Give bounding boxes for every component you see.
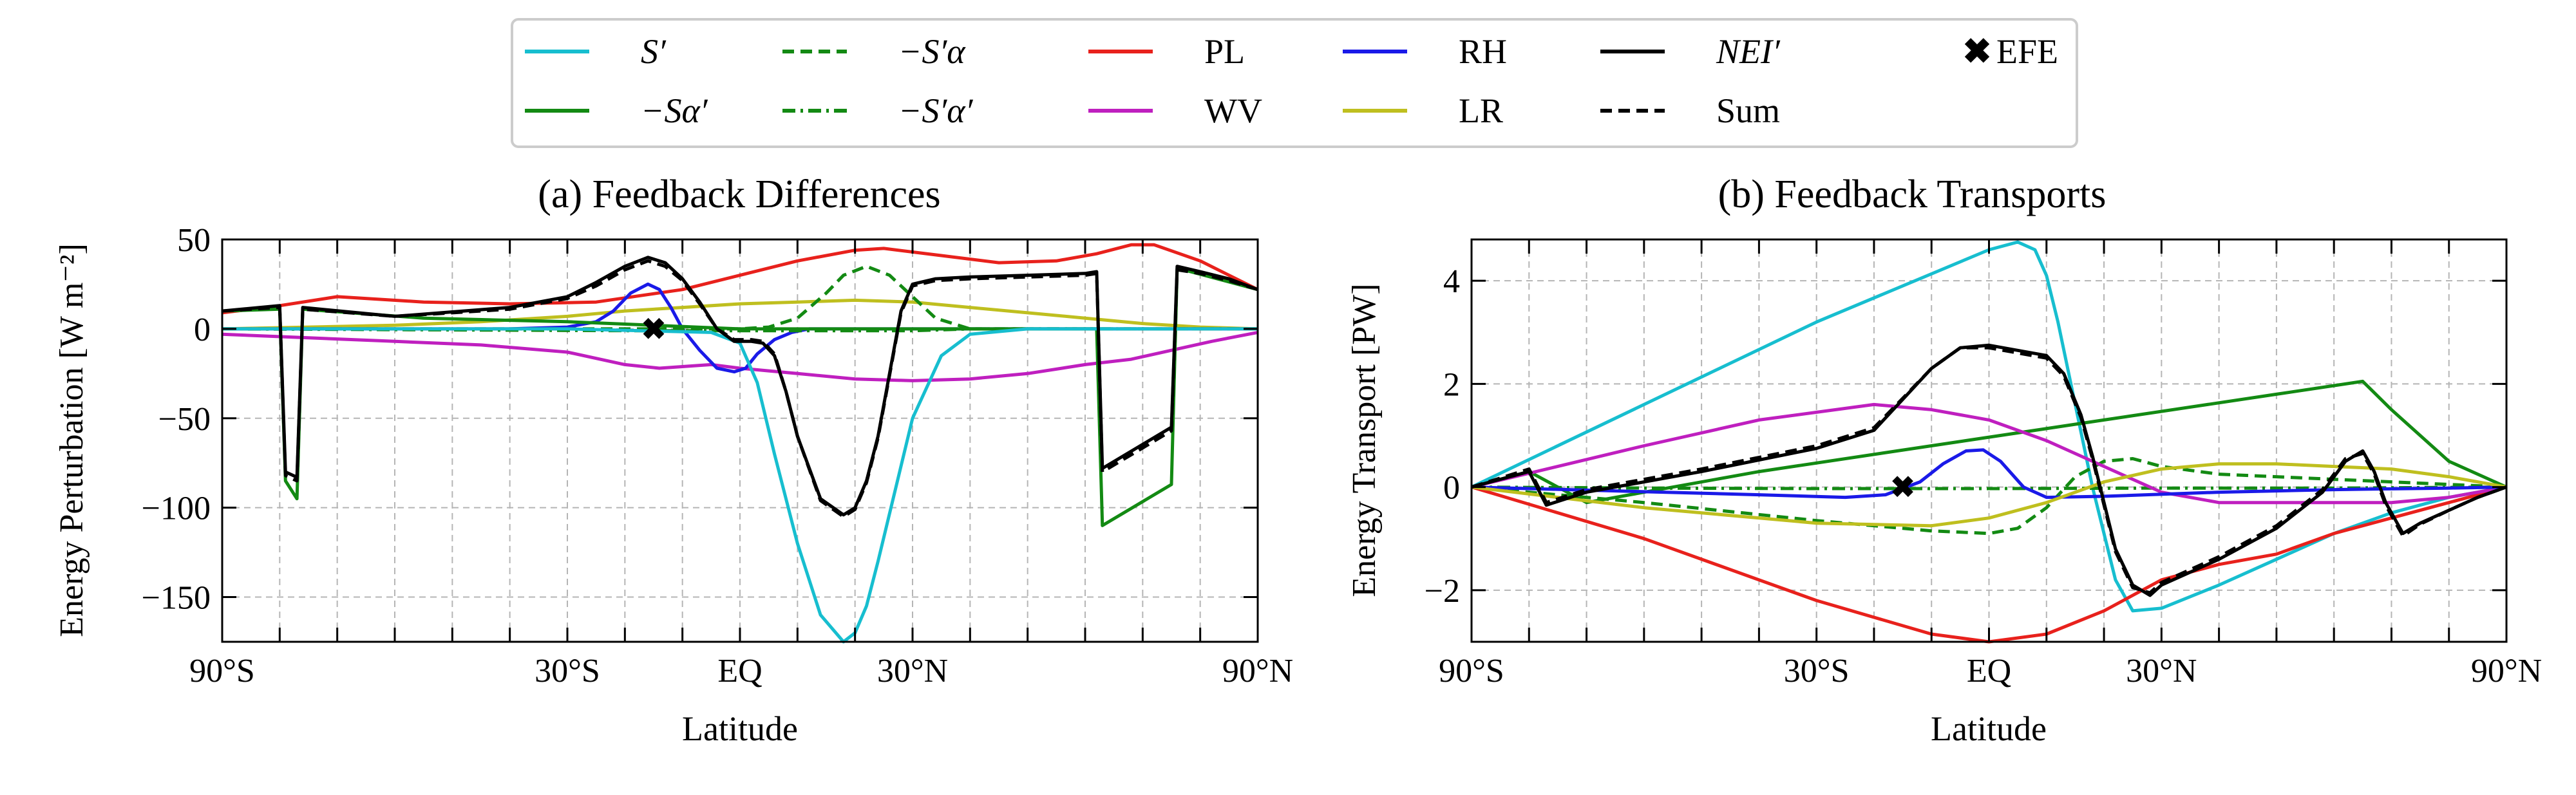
panel-a-xlabel: Latitude [682, 709, 798, 748]
y-tick-label: −100 [142, 491, 211, 527]
legend-label: EFE [1996, 32, 2058, 71]
x-tick-label: 30°S [1784, 653, 1850, 689]
panel-b-ticks: 90°S 30°S EQ 30°N 90°N 4 2 0 −2 [1425, 239, 2542, 689]
y-tick-label: 50 [177, 222, 211, 259]
panel-b-frame [1470, 238, 2508, 643]
panel-a-series-lr [222, 298, 1258, 331]
panel-a-series-minus-s-alpha-prime [222, 266, 1258, 527]
y-tick-label: −150 [142, 580, 211, 617]
panel-b-ylabel: Energy Transport [PW] [1346, 283, 1383, 597]
panel-a-frame [221, 238, 1259, 643]
legend-label: WV [1204, 91, 1262, 130]
panel-b: (b) Feedback Transports ✖ 90°S 30°S EQ 30°N… [1346, 173, 2542, 748]
y-tick-label: 0 [194, 312, 211, 348]
legend-label: PL [1204, 32, 1245, 71]
x-tick-label: 90°N [2471, 653, 2542, 689]
panel-b-efe-marker: ✖ [1890, 471, 1915, 504]
legend-entry-rh: RH [1343, 32, 1507, 71]
legend-entry-wv: WV [1088, 91, 1262, 130]
y-tick-label: 2 [1443, 366, 1460, 403]
legend-label: LR [1459, 91, 1503, 130]
panel-a: (a) Feedback Differences ✖ 90°S 30°S EQ 30°… [53, 173, 1293, 748]
panel-b-series-minus-s-alpha-prime [1471, 379, 2508, 505]
legend-label: NEI′ [1716, 32, 1781, 71]
efe-marker-icon: ✖ [1962, 32, 1991, 71]
legend-entry-nei-prime: NEI′ [1600, 32, 1781, 71]
panel-b-series-rh [1471, 448, 2507, 500]
x-tick-label: 30°N [877, 653, 948, 689]
legend-entry-sum: Sum [1600, 91, 1780, 130]
legend-entry-minus-sprime-alphaprime: −S′α′ [782, 91, 974, 130]
y-tick-label: −2 [1425, 573, 1460, 610]
legend-label: RH [1459, 32, 1507, 71]
legend-entry-minus-sprime-alpha: −S′α [782, 32, 966, 71]
panel-a-series-sum [222, 259, 1258, 519]
panel-a-series-minus-sprime-alpha [222, 265, 1258, 331]
legend-entry-lr: LR [1343, 91, 1503, 130]
panel-b-grid [1472, 239, 2506, 642]
panel-a-title: (a) Feedback Differences [538, 173, 940, 216]
panel-b-title: (b) Feedback Transports [1718, 173, 2107, 216]
panel-b-series-pl [1471, 485, 2507, 644]
x-tick-label: EQ [717, 653, 762, 689]
legend: S′ −Sα′ −S′α −S′α′ PL WV RH LR NEI′ Sum ✖ EFE [511, 18, 2078, 148]
legend-label: −S′α [898, 32, 966, 71]
x-tick-label: 90°S [189, 653, 255, 689]
legend-entry-s-prime: S′ [525, 32, 667, 71]
panel-a-efe-marker: ✖ [641, 313, 667, 346]
legend-entry-efe: ✖ EFE [1962, 32, 2058, 71]
panel-b-xlabel: Latitude [1931, 709, 2047, 748]
x-tick-label: 30°N [2126, 653, 2197, 689]
panel-b-lines: ✖ [1470, 240, 2508, 644]
legend-label: −Sα′ [641, 91, 708, 130]
panel-a-series-wv [222, 330, 1258, 382]
panel-b-series-wv [1471, 402, 2507, 505]
panel-a-ticks: 90°S 30°S EQ 30°N 90°N 50 0 −50 −100 −150 [142, 222, 1294, 689]
panel-b-series-sum [1471, 346, 2507, 595]
x-tick-label: EQ [1967, 653, 2011, 689]
legend-entry-pl: PL [1088, 32, 1245, 71]
legend-label: −S′α′ [898, 91, 974, 130]
legend-label: Sum [1716, 91, 1780, 130]
x-tick-label: 90°N [1222, 653, 1293, 689]
x-tick-label: 90°S [1439, 653, 1504, 689]
panel-a-ylabel: Energy Perturbation [W m⁻²] [53, 243, 90, 637]
y-tick-label: −50 [158, 401, 211, 438]
y-tick-label: 0 [1443, 470, 1460, 507]
legend-label: S′ [641, 32, 667, 71]
panel-b-series-lr [1471, 462, 2507, 528]
y-tick-label: 4 [1443, 263, 1460, 300]
legend-entry-minus-s-alpha-prime: −Sα′ [525, 91, 708, 130]
x-tick-label: 30°S [535, 653, 600, 689]
